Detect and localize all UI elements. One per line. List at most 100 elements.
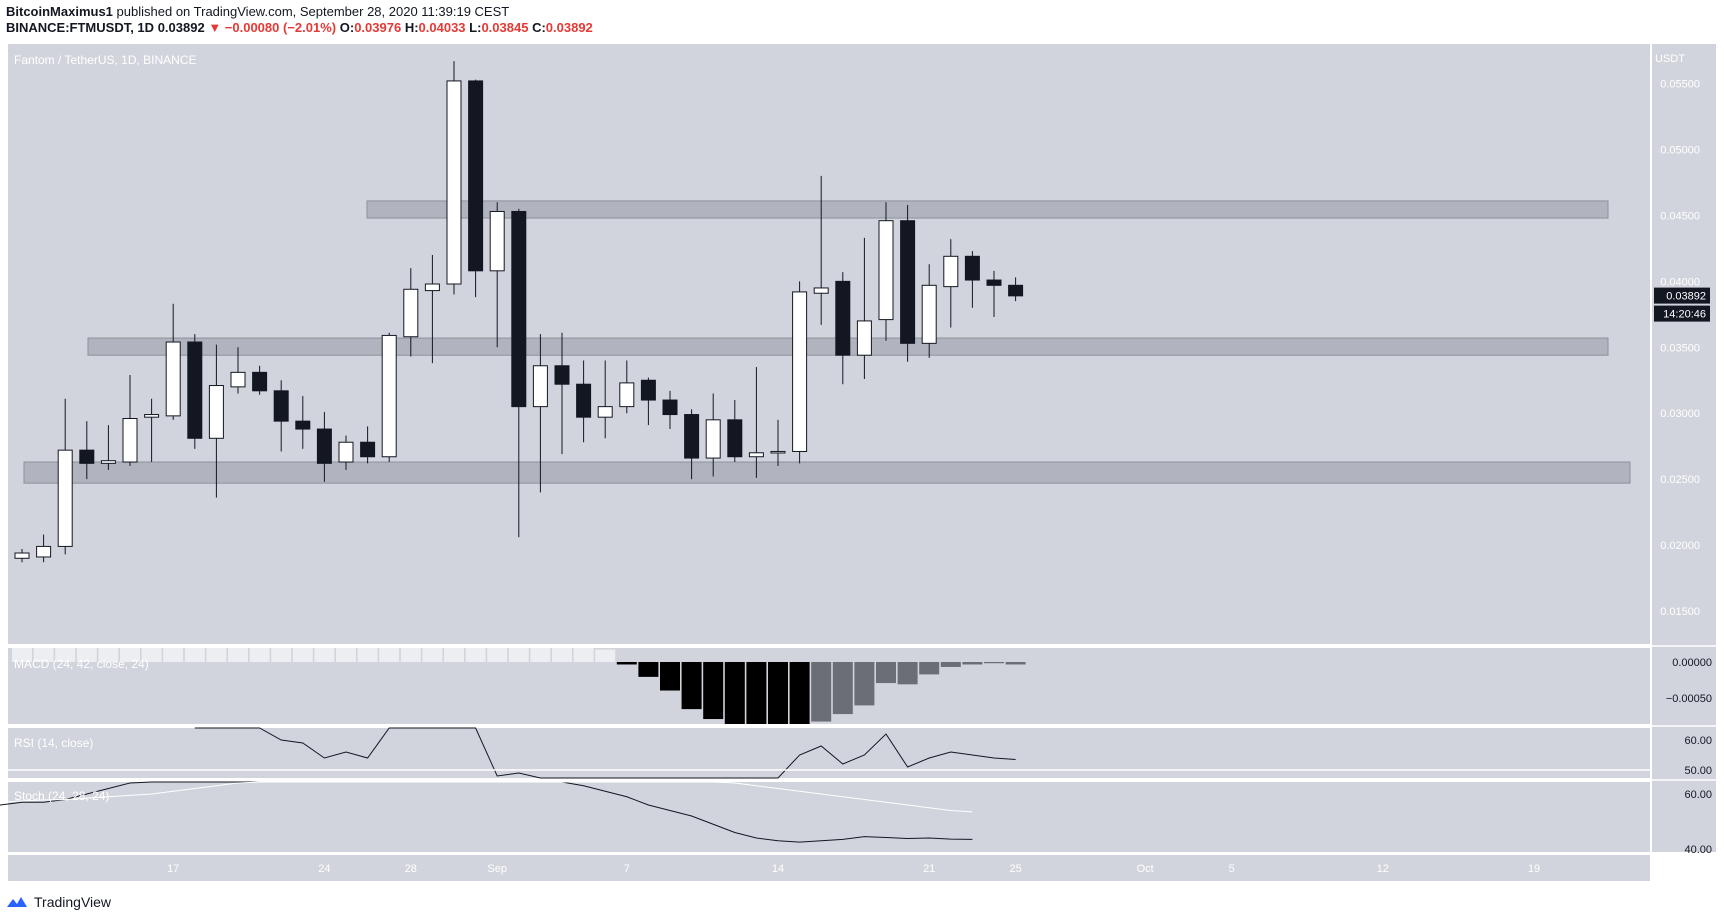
time-axis-bg [8,855,1650,881]
stoch-tick-label: 60.00 [1684,789,1712,801]
macd-label: MACD (24, 42, close, 24) [14,657,149,671]
macd-bar [76,648,97,662]
candle [727,400,743,463]
candle-body [14,552,30,559]
candle [986,270,1002,317]
low-label: L: [469,20,482,35]
candle [900,204,916,362]
macd-bar [55,648,76,662]
author-name[interactable]: BitcoinMaximus1 [6,4,113,19]
candle-body [662,399,678,416]
candle [57,398,73,555]
x-tick-label: 7 [624,863,630,875]
stoch-label: Stoch (24, 28, 24) [14,789,109,803]
candle [770,419,786,466]
candle [316,411,332,482]
candle [122,374,138,466]
candle-body [770,450,786,454]
macd-bar [703,662,724,720]
macd-bar [444,648,464,662]
candle-body [684,414,700,459]
macd-bar [724,662,745,724]
candle [597,360,613,439]
macd-bar [120,648,140,662]
candle [684,409,700,480]
macd-bar [530,648,551,662]
y-tick-label: 0.02500 [1660,474,1700,486]
macd-bar [249,648,270,662]
candle-body [165,341,181,417]
candle-body [792,291,808,452]
candle [79,421,95,480]
open-label: O: [339,20,355,35]
x-tick-label: Oct [1137,863,1154,875]
x-tick-label: 5 [1229,863,1235,875]
candle-body [576,383,592,418]
rsi-tick-label: 60.00 [1684,735,1712,747]
candle-body [554,365,570,385]
candle-body [446,80,462,285]
footer: TradingView [6,894,111,910]
candle-body [316,428,332,464]
footer-brand[interactable]: TradingView [34,894,112,910]
candle [252,365,268,395]
macd-bar [271,648,292,662]
macd-bar [379,648,400,662]
candle-body [208,385,224,439]
axes: 0.05500 0.05000 0.04500 0.04000 0.03500 0.030… [167,79,1710,875]
published-text: published on TradingView.com, September … [116,4,510,19]
macd-bar [832,662,853,715]
candle [835,272,851,385]
candle [273,380,289,452]
macd-bar [422,648,443,662]
macd-bar [508,648,529,662]
candle-body [100,460,116,464]
tradingview-logo-icon[interactable] [6,895,28,909]
x-tick-label: 24 [318,863,330,875]
x-tick-label: 17 [167,863,179,875]
stoch-tick-label: 40.00 [1684,844,1712,856]
candle-body [900,220,916,344]
price-change: ▼ −0.00080 (−2.01%) [208,20,337,35]
candle [446,61,462,295]
candlestick-series [14,61,1024,563]
candle [662,390,678,430]
macd-bar [595,649,616,662]
rsi-tick-label: 50.00 [1684,765,1712,777]
macd-bar [616,662,637,665]
rsi-label: RSI (14, close) [14,736,93,750]
symbol-line: BINANCE:FTMUSDT, 1D 0.03892 ▼ −0.00080 (… [6,20,593,36]
candle [554,332,570,455]
candle-body [705,419,721,459]
candle [360,426,376,464]
macd-bar [400,648,421,662]
candle-body [122,418,138,463]
candle-body [835,280,851,356]
chart-title: Fantom / TetherUS, 1D, BINANCE [14,53,197,67]
candle [381,332,397,463]
candle-body [856,320,872,356]
candle [230,347,246,394]
candle-body [424,283,440,292]
candle-body [252,371,268,392]
x-tick-label: 14 [772,863,784,875]
macd-bar [746,662,767,724]
candle-body [489,210,505,272]
x-tick-label: 19 [1528,863,1540,875]
macd-bar [919,662,940,675]
last-price-tag [1654,287,1710,304]
macd-bar [573,648,594,662]
candle-body [986,279,1002,286]
candle [878,202,894,341]
candle-body [144,414,160,418]
candle-body [619,382,635,408]
candle [100,425,116,470]
candle [468,79,484,298]
macd-bar [638,662,659,677]
x-tick-label: 26 [1679,863,1691,875]
y-tick-label: 0.02000 [1660,540,1700,552]
panel-bg [8,782,1650,852]
candle-body [79,449,95,464]
rsi-panel: 60.00 50.00 [8,727,1712,779]
